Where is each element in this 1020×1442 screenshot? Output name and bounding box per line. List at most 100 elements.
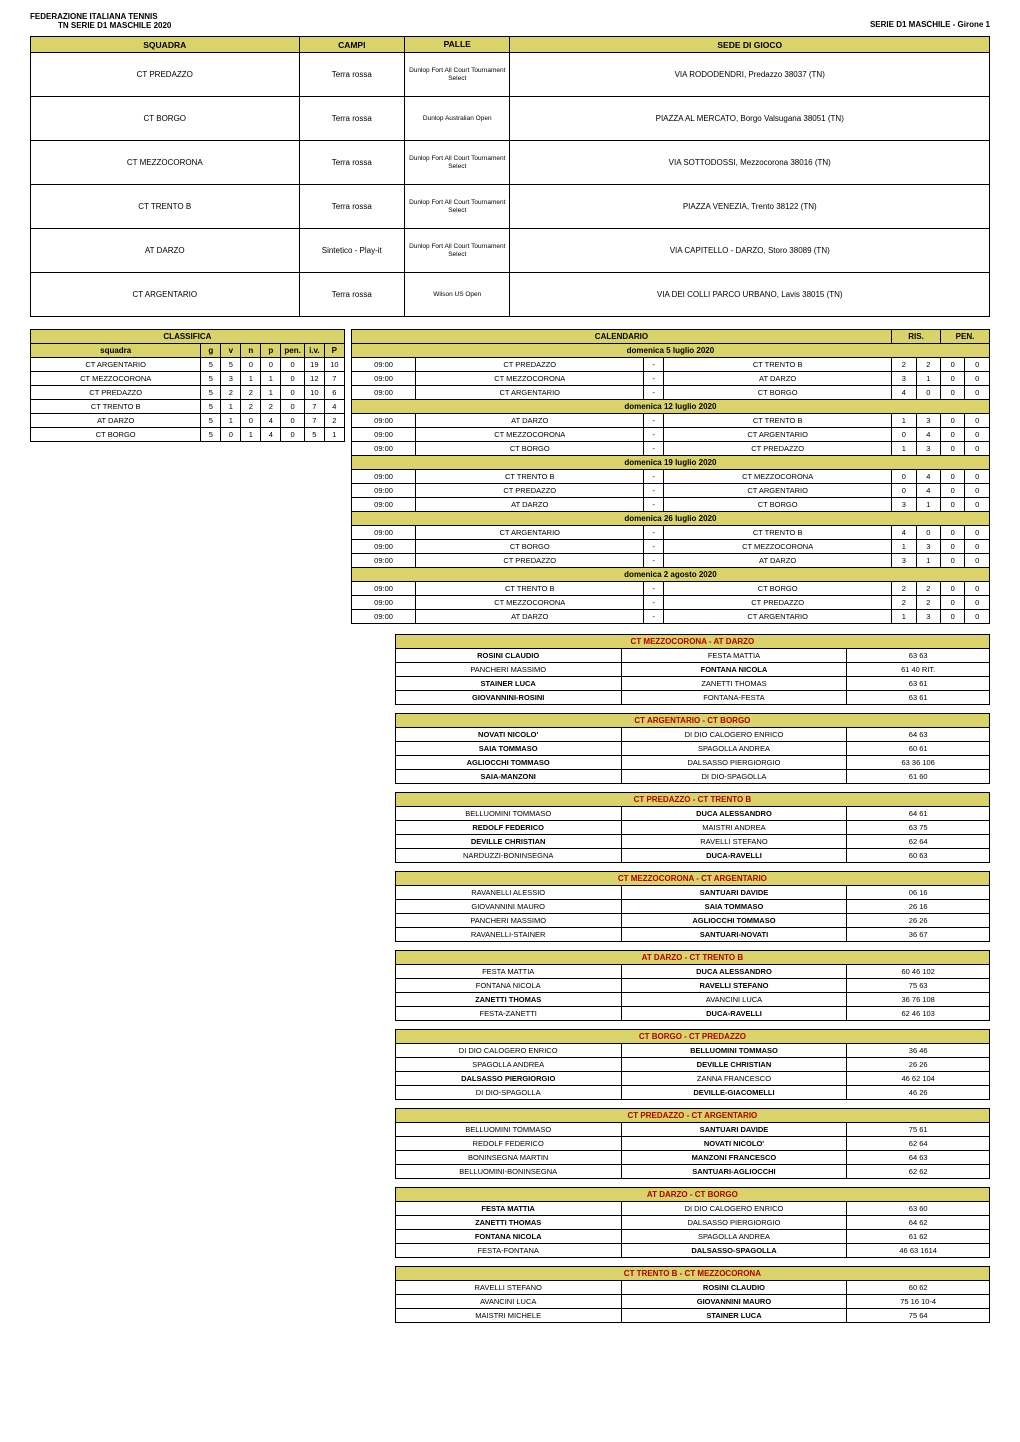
match-time: 09:00 <box>351 470 415 484</box>
standings-cell: 1 <box>324 428 344 442</box>
calendar-day-label: domenica 26 luglio 2020 <box>351 512 989 526</box>
standings-cell: 4 <box>261 428 281 442</box>
header-block: FEDERAZIONE ITALIANA TENNIS TN SERIE D1 … <box>30 12 990 30</box>
match-player1: BONINSEGNA MARTIN <box>395 1151 621 1165</box>
match-player2: FESTA MATTIA <box>621 649 847 663</box>
match-time: 09:00 <box>351 540 415 554</box>
match-score: 75 64 <box>847 1309 990 1323</box>
match-score: 75 61 <box>847 1123 990 1137</box>
match-player1: BELLUOMINI TOMMASO <box>395 1123 621 1137</box>
standings-row: CT PREDAZZO52210106 <box>31 386 345 400</box>
match-player2: DI DIO-SPAGOLLA <box>621 770 847 784</box>
match-player2: NOVATI NICOLO' <box>621 1137 847 1151</box>
match-result-row: RAVELLI STEFANO ROSINI CLAUDIO 60 62 <box>395 1281 989 1295</box>
match-p1: 0 <box>941 596 965 610</box>
match-score: 60 62 <box>847 1281 990 1295</box>
match-r1: 3 <box>892 554 916 568</box>
match-p2: 0 <box>965 442 990 456</box>
match-score: 61 40 RIT. <box>847 663 990 677</box>
match-dash: - <box>644 428 664 442</box>
match-p2: 0 <box>965 526 990 540</box>
match-r1: 2 <box>892 596 916 610</box>
match-home: CT MEZZOCORONA <box>416 372 644 386</box>
match-player1: NARDUZZI-BONINSEGNA <box>395 849 621 863</box>
match-score: 61 60 <box>847 770 990 784</box>
match-p1: 0 <box>941 428 965 442</box>
venue-row: CT TRENTO B Terra rossa Dunlop Fort All … <box>31 185 990 229</box>
match-dash: - <box>644 414 664 428</box>
match-score: 46 62 104 <box>847 1072 990 1086</box>
match-p1: 0 <box>941 540 965 554</box>
calendar-day-row: domenica 2 agosto 2020 <box>351 568 989 582</box>
match-r1: 1 <box>892 414 916 428</box>
match-score: 62 46 103 <box>847 1007 990 1021</box>
match-result-row: FESTA MATTIA DUCA ALESSANDRO 60 46 102 <box>395 965 989 979</box>
match-r2: 1 <box>916 498 940 512</box>
standings-cell: 10 <box>324 358 344 372</box>
match-player1: GIOVANNINI MAURO <box>395 900 621 914</box>
venue-table: SQUADRA CAMPI PALLE SEDE DI GIOCO CT PRE… <box>30 36 990 317</box>
match-player2: RAVELLI STEFANO <box>621 979 847 993</box>
match-p1: 0 <box>941 498 965 512</box>
standings-cell: 1 <box>241 372 261 386</box>
standings-cell: 19 <box>304 358 324 372</box>
venue-header-row: SQUADRA CAMPI PALLE SEDE DI GIOCO <box>31 37 990 53</box>
match-player2: SANTUARI DAVIDE <box>621 1123 847 1137</box>
match-time: 09:00 <box>351 582 415 596</box>
match-player1: PANCHERI MASSIMO <box>395 914 621 928</box>
standings-cell: 7 <box>304 414 324 428</box>
match-player1: AGLIOCCHI TOMMASO <box>395 756 621 770</box>
match-r1: 2 <box>892 358 916 372</box>
match-dash: - <box>644 442 664 456</box>
match-player2: DI DIO CALOGERO ENRICO <box>621 1202 847 1216</box>
standings-row: CT TRENTO B5122074 <box>31 400 345 414</box>
match-time: 09:00 <box>351 386 415 400</box>
calendar-day-row: domenica 12 luglio 2020 <box>351 400 989 414</box>
match-player2: DEVILLE CHRISTIAN <box>621 1058 847 1072</box>
match-p1: 0 <box>941 414 965 428</box>
match-score: 75 16 10-4 <box>847 1295 990 1309</box>
match-r2: 1 <box>916 372 940 386</box>
match-home: CT BORGO <box>416 540 644 554</box>
federation-title: FEDERAZIONE ITALIANA TENNIS <box>30 12 990 21</box>
match-away: CT BORGO <box>664 582 892 596</box>
calendar-match-row: 09:00 CT BORGO - CT MEZZOCORONA 1 3 0 0 <box>351 540 989 554</box>
venue-sede: VIA RODODENDRI, Predazzo 38037 (TN) <box>510 53 990 97</box>
match-player2: SPAGOLLA ANDREA <box>621 1230 847 1244</box>
match-player1: FONTANA NICOLA <box>395 979 621 993</box>
match-dash: - <box>644 358 664 372</box>
match-r2: 0 <box>916 386 940 400</box>
match-away: CT ARGENTARIO <box>664 484 892 498</box>
calendar-match-row: 09:00 CT TRENTO B - CT BORGO 2 2 0 0 <box>351 582 989 596</box>
match-time: 09:00 <box>351 554 415 568</box>
match-r1: 4 <box>892 526 916 540</box>
venue-squadra: CT TRENTO B <box>31 185 300 229</box>
match-dash: - <box>644 540 664 554</box>
calendar-table: CALENDARIO RIS. PEN. domenica 5 luglio 2… <box>351 329 990 624</box>
match-player1: RAVELLI STEFANO <box>395 1281 621 1295</box>
standings-cell: 1 <box>261 386 281 400</box>
standings-table: CLASSIFICA squadragvnppen.i.v.P CT ARGEN… <box>30 329 345 442</box>
match-dash: - <box>644 526 664 540</box>
match-dash: - <box>644 484 664 498</box>
venue-row: CT ARGENTARIO Terra rossa Wilson US Open… <box>31 273 990 317</box>
match-r1: 1 <box>892 442 916 456</box>
standings-cell: 7 <box>324 372 344 386</box>
match-result-row: NARDUZZI-BONINSEGNA DUCA-RAVELLI 60 63 <box>395 849 989 863</box>
venue-campi: Terra rossa <box>299 97 404 141</box>
match-result-row: FESTA-ZANETTI DUCA-RAVELLI 62 46 103 <box>395 1007 989 1021</box>
match-player2: SPAGOLLA ANDREA <box>621 742 847 756</box>
match-r1: 0 <box>892 484 916 498</box>
standings-cell: 5 <box>201 372 221 386</box>
match-tables-container: CT MEZZOCORONA - AT DARZO ROSINI CLAUDIO… <box>30 634 990 1323</box>
match-r2: 4 <box>916 484 940 498</box>
match-player2: FONTANA-FESTA <box>621 691 847 705</box>
match-player2: DUCA ALESSANDRO <box>621 965 847 979</box>
match-score: 64 63 <box>847 728 990 742</box>
calendar-match-row: 09:00 AT DARZO - CT TRENTO B 1 3 0 0 <box>351 414 989 428</box>
venue-sede: VIA DEI COLLI PARCO URBANO, Lavis 38015 … <box>510 273 990 317</box>
standings-cell: 2 <box>261 400 281 414</box>
match-player2: ZANNA FRANCESCO <box>621 1072 847 1086</box>
match-result-table: AT DARZO - CT TRENTO B FESTA MATTIA DUCA… <box>395 950 990 1021</box>
match-p2: 0 <box>965 428 990 442</box>
